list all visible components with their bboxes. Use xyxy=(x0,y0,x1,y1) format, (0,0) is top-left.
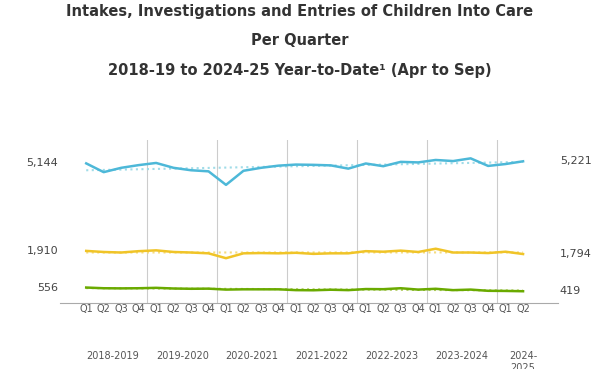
Text: 2024-
2025: 2024- 2025 xyxy=(509,351,537,369)
Text: 2019-2020: 2019-2020 xyxy=(156,351,209,361)
Text: 2023-2024: 2023-2024 xyxy=(436,351,488,361)
Text: 2022-2023: 2022-2023 xyxy=(365,351,419,361)
Text: 1,794: 1,794 xyxy=(560,249,592,259)
Text: 2018-19 to 2024-25 Year-to-Date¹ (Apr to Sep): 2018-19 to 2024-25 Year-to-Date¹ (Apr to… xyxy=(108,63,492,78)
Text: Intakes, Investigations and Entries of Children Into Care: Intakes, Investigations and Entries of C… xyxy=(67,4,533,19)
Text: Per Quarter: Per Quarter xyxy=(251,33,349,48)
Text: 2018-2019: 2018-2019 xyxy=(86,351,139,361)
Text: 556: 556 xyxy=(37,283,58,293)
Text: 2021-2022: 2021-2022 xyxy=(296,351,349,361)
Text: 2020-2021: 2020-2021 xyxy=(226,351,279,361)
Text: 419: 419 xyxy=(560,286,581,296)
Text: 5,221: 5,221 xyxy=(560,156,592,166)
Text: 5,144: 5,144 xyxy=(26,158,58,168)
Text: 1,910: 1,910 xyxy=(26,246,58,256)
